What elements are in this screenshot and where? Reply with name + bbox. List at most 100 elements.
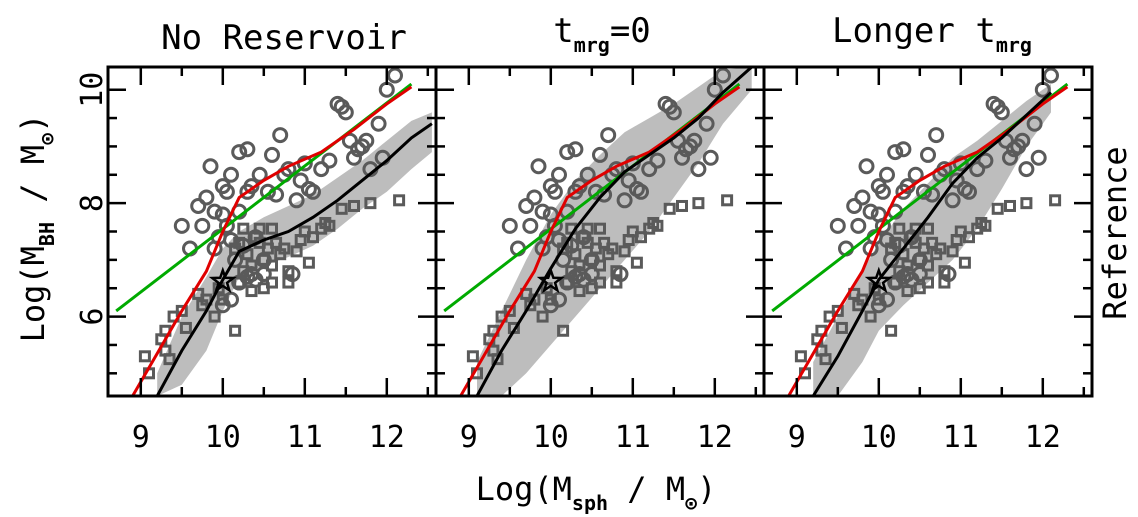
data-point-square — [278, 242, 291, 255]
data-point-square — [364, 197, 377, 210]
data-point-circle — [243, 266, 260, 283]
data-point-square — [889, 276, 902, 289]
x-tick-label: 12 — [697, 420, 733, 455]
data-point-square — [676, 199, 688, 212]
data-point-circle — [206, 203, 223, 220]
data-point-circle — [895, 141, 912, 158]
data-point-square — [503, 304, 516, 317]
data-point-circle — [674, 149, 690, 166]
data-point-circle — [829, 217, 846, 234]
data-point-square — [581, 222, 594, 235]
data-point-square — [794, 350, 807, 363]
data-point-square — [901, 285, 914, 298]
data-point-square — [282, 265, 295, 278]
right-label: Reference — [1096, 146, 1134, 319]
data-point-circle — [1002, 149, 1018, 166]
data-point-circle — [223, 291, 239, 308]
data-point-square — [618, 245, 631, 258]
data-point-circle — [686, 132, 703, 149]
data-point-circle — [534, 203, 551, 220]
data-point-square — [1020, 197, 1033, 210]
data-point-square — [335, 202, 348, 215]
data-point-circle — [1018, 161, 1035, 178]
model-median-line — [475, 67, 753, 396]
data-point-circle — [223, 166, 239, 183]
data-point-square — [1049, 194, 1062, 207]
x-axis-label: Log(Msph / M⊙) — [476, 470, 717, 515]
data-point-circle — [190, 197, 207, 214]
data-point-square — [393, 194, 406, 207]
data-point-circle — [173, 217, 190, 234]
data-point-circle — [698, 115, 715, 132]
data-point-square — [938, 276, 951, 289]
x-tick-label: 10 — [861, 420, 897, 455]
panel-titles: No Reservoir tmrg=0 Longer tmrg — [161, 11, 1032, 58]
data-point-square — [692, 197, 705, 210]
data-point-square — [864, 310, 877, 323]
data-point-circle — [579, 166, 596, 183]
data-point-circle — [600, 127, 617, 144]
data-point-square — [663, 202, 676, 215]
data-point-square — [606, 242, 619, 255]
data-point-circle — [961, 183, 977, 200]
data-point-square — [835, 321, 848, 334]
data-point-circle — [702, 149, 719, 166]
data-point-square — [647, 216, 660, 229]
data-point-circle — [501, 217, 518, 234]
data-point-circle — [202, 158, 219, 175]
data-point-square — [179, 321, 192, 334]
plot-area — [443, 67, 753, 396]
data-point-circle — [358, 132, 375, 149]
data-point-circle — [530, 158, 547, 175]
data-point-square — [946, 245, 959, 258]
data-point-circle — [313, 161, 330, 178]
data-point-circle — [231, 144, 248, 161]
data-point-square — [282, 276, 295, 289]
data-point-circle — [850, 217, 867, 234]
data-point-circle — [567, 141, 584, 158]
data-point-circle — [551, 291, 567, 308]
data-point-square — [216, 293, 229, 306]
data-point-square — [138, 350, 151, 363]
data-point-square — [544, 293, 557, 306]
data-point-circle — [715, 67, 731, 84]
data-point-square — [938, 265, 951, 278]
data-point-circle — [546, 183, 563, 200]
data-point-square — [302, 256, 315, 269]
data-point-square — [922, 222, 934, 235]
scatter-band — [477, 67, 752, 396]
data-point-circle — [879, 291, 895, 308]
x-tick-label: 12 — [369, 420, 405, 455]
data-point-circle — [665, 104, 682, 121]
data-point-square — [245, 259, 258, 272]
data-point-circle — [1026, 115, 1043, 132]
data-point-square — [975, 216, 988, 229]
x-tick-label: 9 — [788, 420, 806, 455]
x-tick-labels: 9 10 11 12 9 10 11 12 9 10 11 12 — [132, 420, 1061, 455]
data-point-circle — [1043, 67, 1059, 84]
data-point-circle — [288, 192, 305, 209]
y-tick-labels: 6 8 10 — [75, 72, 110, 326]
y-tick-label: 6 — [75, 308, 110, 326]
data-point-square — [466, 350, 479, 363]
data-point-square — [594, 259, 606, 272]
panel-title-3: Longer tmrg — [832, 11, 1032, 57]
data-point-circle — [370, 115, 387, 132]
data-point-square — [491, 353, 504, 366]
data-point-circle — [874, 183, 891, 200]
panel-title-2: tmrg=0 — [553, 11, 651, 57]
star-marker — [536, 266, 565, 294]
data-point-square — [831, 304, 844, 317]
x-tick-label: 11 — [287, 420, 323, 455]
data-point-circle — [969, 161, 986, 178]
data-point-circle — [551, 166, 567, 183]
data-point-square — [290, 245, 303, 258]
star-marker — [864, 266, 893, 294]
data-point-circle — [641, 161, 658, 178]
data-point-circle — [346, 149, 362, 166]
data-point-square — [163, 353, 176, 366]
data-point-circle — [387, 67, 403, 84]
data-point-square — [721, 194, 734, 207]
data-point-square — [922, 259, 934, 272]
data-point-square — [872, 293, 885, 306]
